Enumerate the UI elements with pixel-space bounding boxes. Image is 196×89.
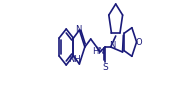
Text: NH: NH [68, 56, 81, 65]
Text: N: N [109, 40, 115, 49]
Text: N: N [75, 24, 82, 33]
Text: S: S [102, 62, 108, 71]
Text: HN: HN [93, 48, 105, 57]
Text: O: O [135, 37, 142, 46]
